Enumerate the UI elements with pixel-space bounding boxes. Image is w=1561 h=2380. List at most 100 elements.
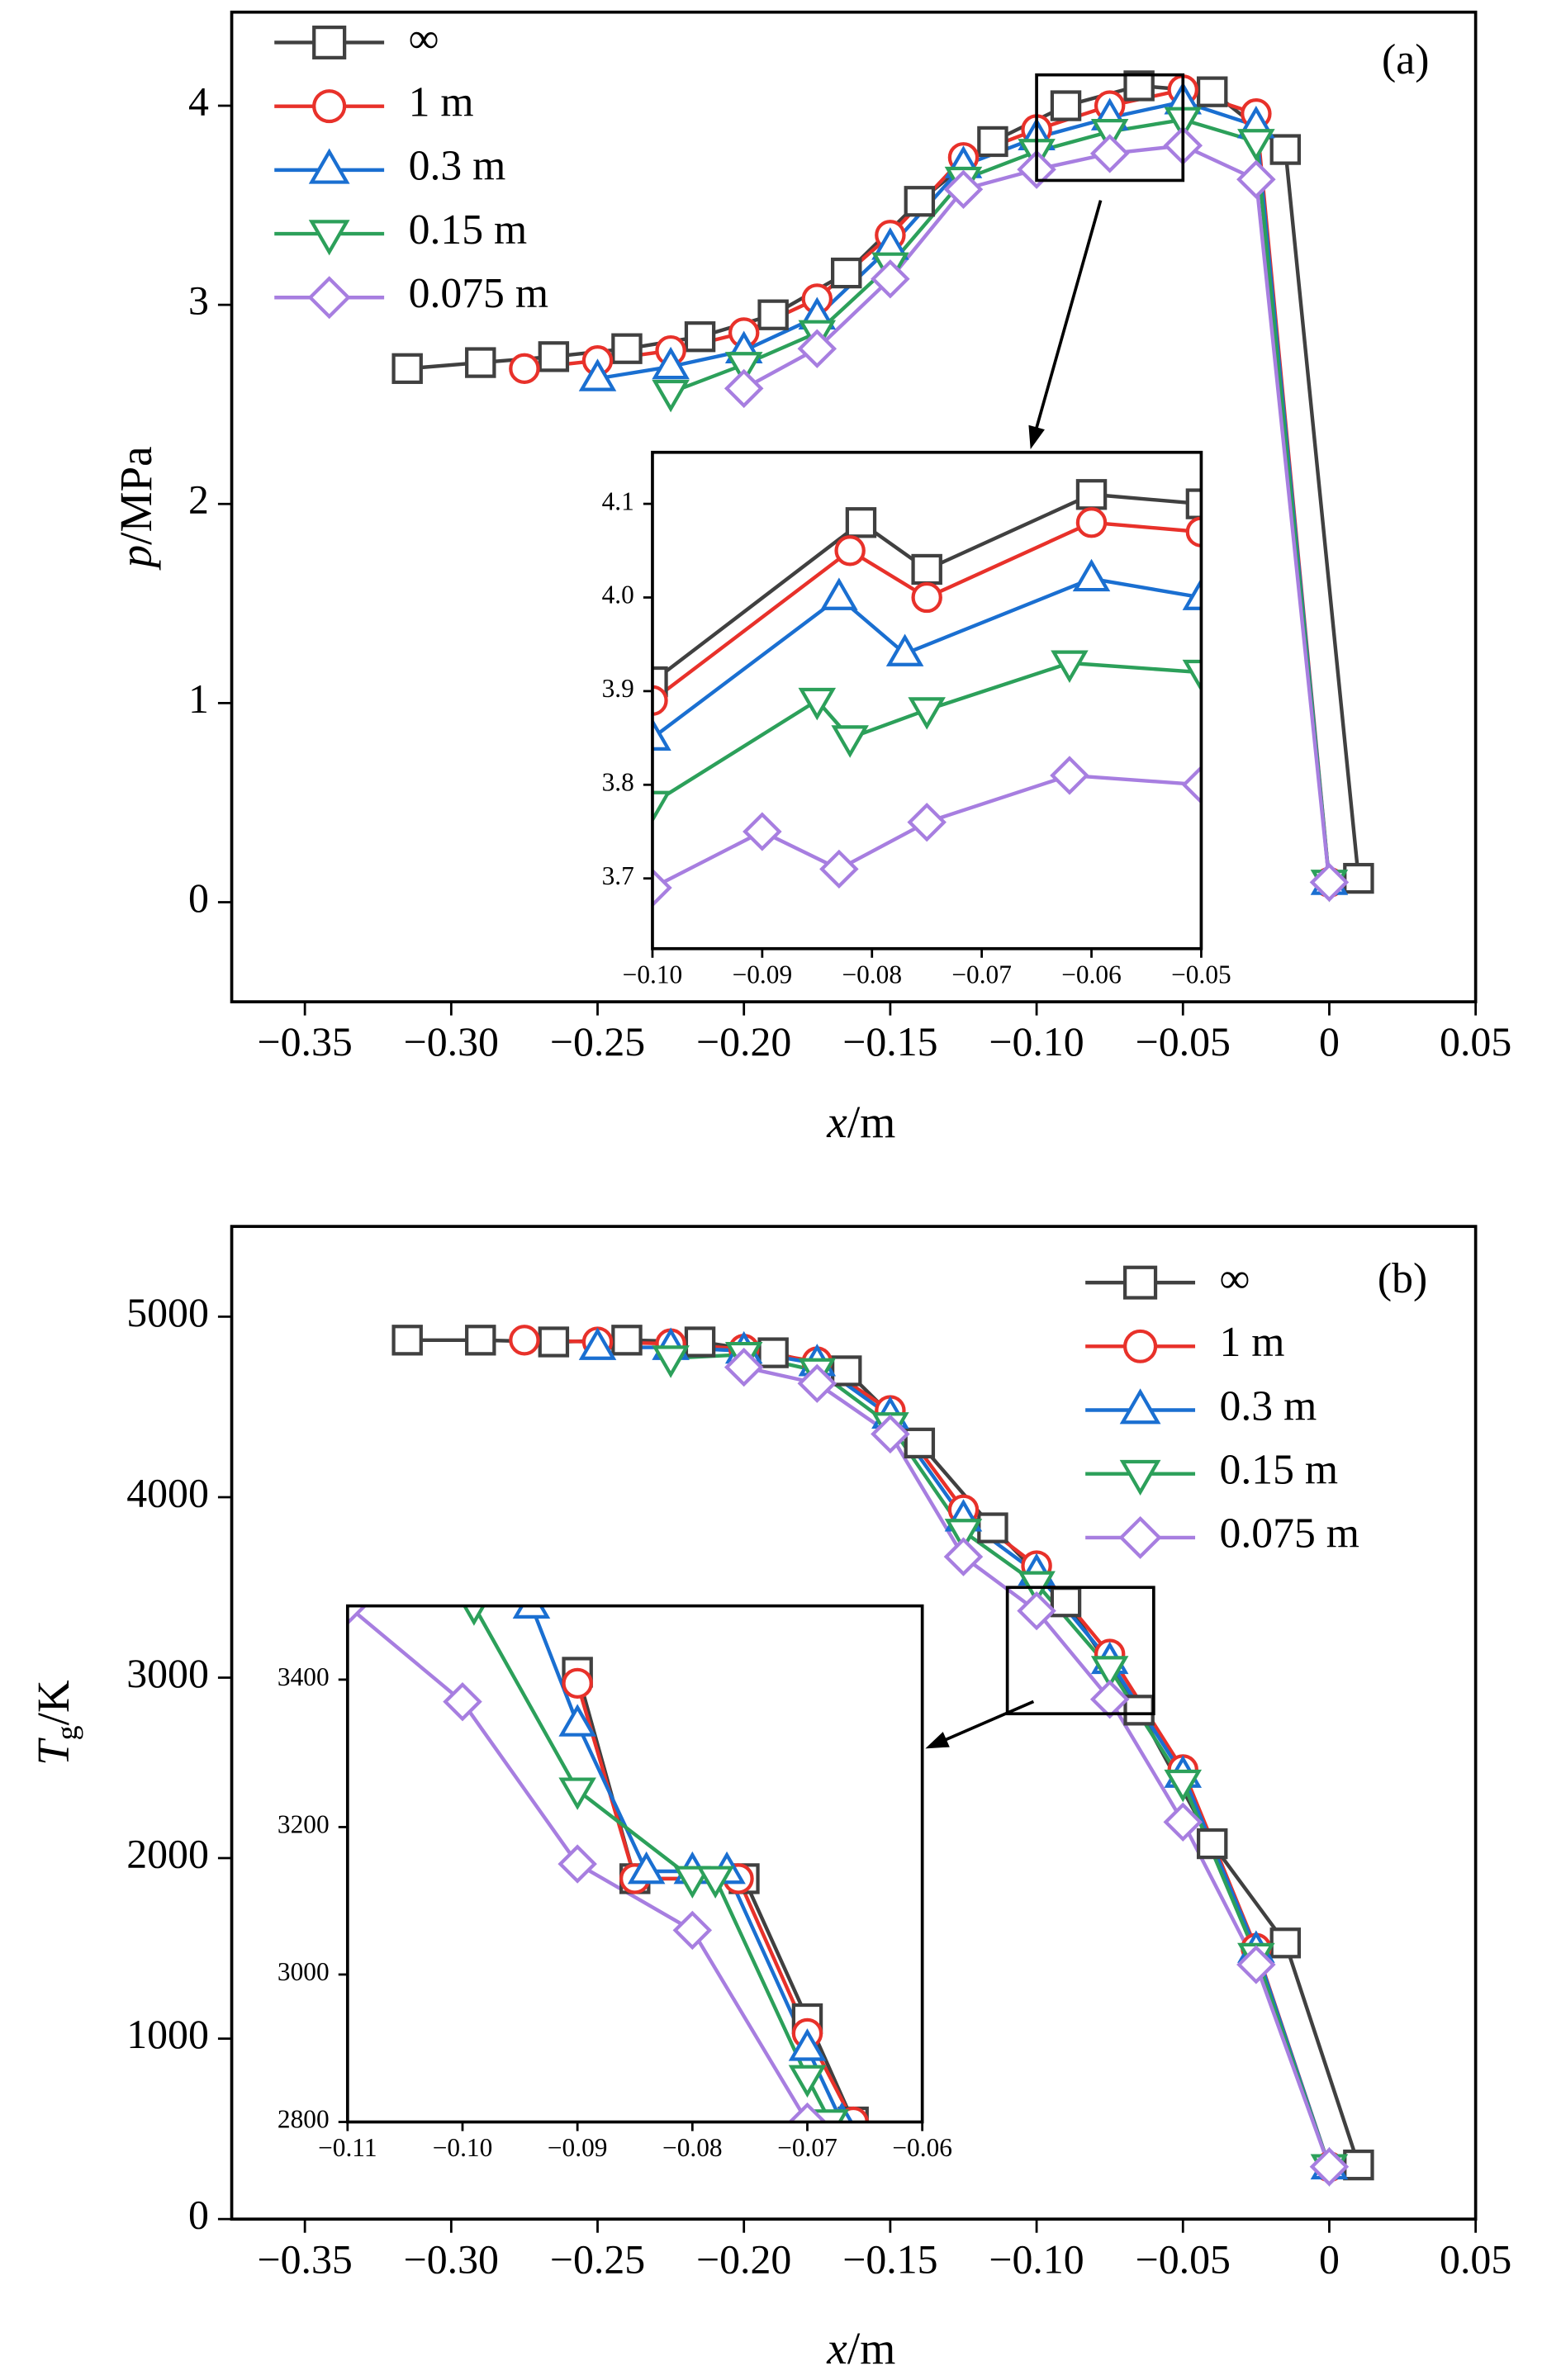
data-layer	[347, 1605, 869, 2122]
data-marker	[1343, 862, 1374, 894]
plot-frame	[230, 10, 1478, 1003]
zoom-arrow	[941, 1700, 1035, 1743]
data-marker	[834, 535, 866, 567]
legend-label: 0.15 m	[409, 206, 528, 254]
data-marker	[904, 1427, 936, 1459]
data-marker	[465, 1325, 496, 1356]
plot-frame	[651, 450, 1203, 951]
y-tick-label: 4.0	[602, 581, 634, 609]
y-tick-label: 2800	[278, 2105, 330, 2134]
legend-label: ∞	[1220, 1255, 1250, 1302]
x-tick-label: −0.30	[404, 1019, 499, 1064]
y-tick-label: 4000	[126, 1470, 209, 1515]
data-marker	[1163, 1802, 1203, 1842]
x-tick-label: −0.05	[1136, 2236, 1231, 2282]
x-tick-label: −0.15	[842, 1019, 937, 1064]
legend: ∞ 1 m 0.3 m 0.15 m 0.075 m	[1085, 1255, 1359, 1559]
x-axis-label: x/m	[826, 2323, 895, 2373]
data-marker	[977, 126, 1008, 158]
data-marker	[798, 687, 837, 721]
data-marker	[1050, 1586, 1082, 1618]
x-tick-label: −0.10	[623, 960, 683, 989]
zoom-box	[1005, 1586, 1155, 1716]
data-marker	[558, 1704, 596, 1737]
y-tick-label: 1	[188, 676, 209, 722]
data-marker	[512, 1605, 551, 1619]
panel-label: (a)	[1382, 36, 1429, 83]
data-marker	[1309, 2147, 1350, 2187]
data-marker	[885, 633, 924, 666]
y-tick-label: 3.9	[602, 674, 634, 703]
x-tick-label: −0.08	[662, 2133, 723, 2162]
data-marker	[797, 1363, 837, 1403]
x-tick-label: −0.25	[550, 2236, 645, 2282]
data-marker	[1236, 1945, 1276, 1984]
data-marker	[558, 1777, 596, 1810]
legend-marker	[1123, 1265, 1158, 1300]
legend-label: ∞	[409, 15, 439, 62]
data-marker	[820, 577, 858, 610]
data-marker	[1181, 765, 1202, 804]
data-marker	[724, 1347, 764, 1387]
legend-marker	[1123, 1329, 1158, 1363]
x-tick-label: −0.20	[696, 1019, 791, 1064]
data-marker	[871, 1414, 910, 1454]
data-marker	[797, 329, 837, 368]
y-tick-label: 3400	[278, 1662, 330, 1691]
data-marker	[1269, 1927, 1302, 1959]
data-marker	[1075, 507, 1108, 538]
x-tick-label: −0.35	[257, 1019, 352, 1064]
x-tick-label: −0.08	[842, 960, 902, 989]
data-marker	[611, 333, 643, 364]
x-tick-label: −0.09	[733, 960, 793, 989]
data-marker	[788, 2065, 827, 2098]
series-line	[670, 117, 1331, 883]
data-marker	[611, 1325, 643, 1356]
data-marker	[1075, 479, 1108, 510]
chart-panel: −0.11 −0.10 −0.09 −0.08 −0.07 −0.06 2800 3000 32…	[278, 1586, 1155, 2162]
zoom-arrow	[1033, 200, 1103, 433]
y-axis-label: p/MPa	[110, 446, 160, 571]
x-tick-label: 0.05	[1440, 1019, 1511, 1064]
data-marker	[908, 697, 946, 730]
y-axis-label: Tg/K	[28, 1680, 83, 1766]
data-marker	[558, 1844, 597, 1884]
data-marker	[1309, 862, 1350, 903]
data-marker	[347, 1605, 368, 1626]
data-marker	[1185, 488, 1202, 519]
x-tick-label: −0.05	[1136, 1019, 1231, 1064]
y-tick-label: 3	[188, 278, 209, 324]
data-marker	[652, 346, 690, 380]
data-marker	[904, 186, 936, 217]
data-marker	[652, 379, 690, 413]
data-marker	[538, 341, 570, 372]
data-marker	[788, 2028, 827, 2061]
y-tick-label: 4	[188, 79, 209, 125]
arrow-head	[925, 1732, 950, 1749]
y-tick-label: 2	[188, 477, 209, 523]
legend-label: 0.15 m	[1220, 1447, 1339, 1494]
data-marker	[831, 1355, 862, 1387]
x-axis-label: x/m	[826, 1097, 895, 1147]
x-tick-label: −0.06	[892, 2133, 952, 2162]
x-tick-label: −0.10	[433, 2133, 493, 2162]
data-marker	[1017, 1591, 1056, 1631]
data-marker	[1269, 134, 1302, 165]
legend-marker	[308, 220, 350, 256]
legend-marker	[312, 25, 347, 59]
data-marker	[724, 368, 764, 409]
data-marker	[1051, 650, 1089, 683]
y-tick-label: 1000	[126, 2012, 209, 2057]
data-marker	[1050, 756, 1089, 795]
data-marker	[652, 868, 672, 908]
y-tick-label: 2000	[126, 1832, 209, 1877]
data-marker	[1185, 516, 1202, 548]
data-marker	[831, 257, 862, 289]
legend-marker	[1119, 1388, 1161, 1425]
data-marker	[684, 321, 716, 353]
plot-frame	[345, 1604, 924, 2124]
data-marker	[944, 1519, 983, 1552]
x-tick-label: −0.11	[318, 2133, 377, 2162]
data-marker	[911, 553, 942, 586]
x-tick-label: −0.10	[989, 1019, 1084, 1064]
